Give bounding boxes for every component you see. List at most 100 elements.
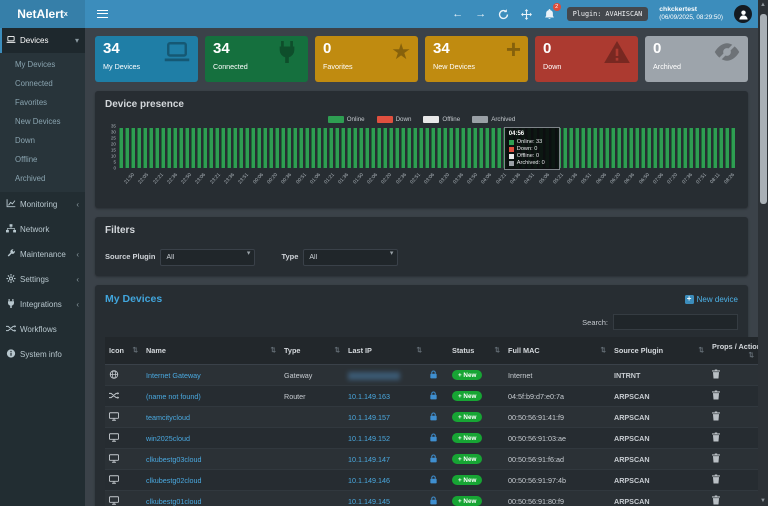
stat-card-new-devices[interactable]: 34 New Devices + — [425, 36, 528, 82]
stat-label: Archived — [653, 61, 681, 71]
source-plugin-select[interactable]: All — [160, 249, 256, 266]
notifications-bell-icon[interactable]: 2 — [544, 3, 561, 20]
device-name-link[interactable]: Internet Gateway — [146, 370, 201, 380]
plugin-status-badge[interactable]: Plugin: AVAHISCAN — [566, 7, 649, 21]
sidebar-item-maintenance[interactable]: Maintenance ‹ — [0, 242, 85, 267]
laptop-icon — [6, 35, 16, 46]
refresh-icon[interactable] — [498, 8, 510, 20]
column-header-status[interactable]: Status ⇅ — [448, 337, 504, 365]
user-info[interactable]: chkckertest (06/09/2025, 08:29:50) — [659, 6, 723, 22]
chart-bar — [263, 128, 267, 168]
sort-icon[interactable]: ⇅ — [270, 347, 276, 354]
column-header-full-mac[interactable]: Full MAC ⇅ — [504, 337, 610, 365]
x-tick: 07:36 — [680, 172, 694, 186]
desktop-icon — [109, 453, 120, 465]
column-header-props-actions[interactable]: Props / Actions⇅ — [708, 337, 758, 365]
vertical-scrollbar[interactable]: ▲ ▼ — [758, 0, 768, 506]
sidebar-item-integrations[interactable]: Integrations ‹ — [0, 292, 85, 317]
delete-device-button[interactable] — [712, 453, 720, 465]
device-name-link[interactable]: (name not found) — [146, 391, 201, 401]
x-tick: 22:05 — [137, 172, 151, 186]
device-name-link[interactable]: teamcitycloud — [146, 412, 190, 422]
column-header-name[interactable]: Name ⇅ — [142, 337, 280, 365]
legend-item-online[interactable]: Online — [327, 116, 365, 123]
stat-card-down[interactable]: 0 Down — [535, 36, 638, 82]
sort-icon[interactable]: ⇅ — [416, 347, 422, 354]
stat-card-connected[interactable]: 34 Connected — [205, 36, 308, 82]
sidebar-item-monitoring[interactable]: Monitoring ‹ — [0, 192, 85, 217]
device-ip-link[interactable]: 10.1.149.147 — [348, 454, 390, 464]
legend-item-archived[interactable]: Archived — [472, 116, 515, 123]
device-ip-link[interactable]: 10.1.149.146 — [348, 475, 390, 485]
sort-icon[interactable]: ⇅ — [132, 347, 138, 354]
device-name-link[interactable]: win2025cloud — [146, 433, 190, 443]
sort-icon[interactable]: ⇅ — [334, 347, 340, 354]
device-mac: 04:5f:b9:d7:e0:7a — [504, 385, 610, 407]
user-avatar[interactable] — [734, 5, 752, 23]
sidebar-subitem-new-devices[interactable]: New Devices — [15, 117, 61, 126]
sidebar-item-network[interactable]: Network — [0, 217, 85, 242]
y-tick: 35 — [110, 123, 116, 129]
sidebar-subitem-my-devices[interactable]: My Devices — [15, 60, 56, 69]
sidebar-item-system-info[interactable]: System info — [0, 342, 85, 367]
delete-device-button[interactable] — [712, 432, 720, 444]
forward-arrow-icon[interactable]: → — [475, 8, 487, 20]
device-ip-link[interactable]: 10.1.149.163 — [348, 391, 390, 401]
lock-icon — [430, 412, 437, 423]
chart-bar — [401, 128, 405, 168]
scrollbar-down-arrow[interactable]: ▼ — [760, 498, 766, 504]
sort-icon[interactable]: ⇅ — [600, 347, 606, 354]
hamburger-icon[interactable] — [97, 10, 108, 18]
column-header-icon[interactable]: Icon ⇅ — [105, 337, 142, 365]
x-tick: 00:20 — [266, 172, 279, 186]
sort-icon[interactable]: ⇅ — [748, 352, 754, 359]
sidebar-subitem-archived[interactable]: Archived — [15, 174, 46, 183]
chart-bar — [323, 128, 327, 168]
search-input[interactable] — [613, 314, 738, 330]
stat-card-my-devices[interactable]: 34 My Devices — [95, 36, 198, 82]
sidebar-subitem-offline[interactable]: Offline — [15, 155, 38, 164]
x-tick: 08:26 — [723, 172, 737, 186]
delete-device-button[interactable] — [712, 495, 720, 506]
new-device-button[interactable]: + New device — [684, 294, 738, 304]
brand-logo[interactable]: NetAlert x — [0, 0, 85, 28]
delete-device-button[interactable] — [712, 411, 720, 423]
presence-chart[interactable]: 0 5 10 15 20 25 30 35 21:50 22:05 22:21 22:36 22:50… — [105, 123, 738, 200]
stat-card-favorites[interactable]: 0 Favorites ★ — [315, 36, 418, 82]
column-header-source-plugin[interactable]: Source Plugin ⇅ — [610, 337, 708, 365]
sidebar-item-settings[interactable]: Settings ‹ — [0, 267, 85, 292]
sidebar-item-devices[interactable]: Devices ▾ — [0, 28, 85, 53]
delete-device-button[interactable] — [712, 390, 720, 402]
back-arrow-icon[interactable]: ← — [452, 8, 464, 20]
move-icon[interactable] — [521, 8, 533, 20]
column-header-last-ip[interactable]: Last IP ⇅ — [344, 337, 426, 365]
stat-card-archived[interactable]: 0 Archived — [645, 36, 748, 82]
column-header-type[interactable]: Type ⇅ — [280, 337, 344, 365]
device-name-link[interactable]: clkubestg01cloud — [146, 496, 202, 506]
scrollbar-thumb[interactable] — [759, 14, 767, 204]
type-select[interactable]: All — [303, 249, 399, 266]
legend-item-offline[interactable]: Offline — [423, 116, 460, 123]
sort-icon[interactable]: ⇅ — [494, 347, 500, 354]
device-ip-link[interactable]: 10.1.149.145 — [348, 496, 390, 506]
sidebar-subitem-connected[interactable]: Connected — [15, 79, 53, 88]
chart-bar — [437, 128, 441, 168]
table-row: teamcitycloud 10.1.149.157 + New 00:50:56:9… — [105, 406, 758, 428]
delete-device-button[interactable] — [712, 474, 720, 486]
device-ip-link[interactable]: 10.1.149.157 — [348, 412, 390, 422]
delete-device-button[interactable] — [712, 369, 720, 381]
chart-bar — [353, 128, 357, 168]
column-label: Props / Actions — [712, 342, 758, 351]
scrollbar-up-arrow[interactable]: ▲ — [760, 2, 766, 8]
sort-icon[interactable]: ⇅ — [698, 347, 704, 354]
sidebar-subitem-favorites[interactable]: Favorites — [15, 98, 48, 107]
device-name-link[interactable]: clkubestg03cloud — [146, 454, 202, 464]
legend-item-down[interactable]: Down — [376, 116, 411, 123]
x-tick: 06:20 — [609, 172, 623, 186]
device-ip-link[interactable]: 10.1.149.152 — [348, 433, 390, 443]
chart-bar — [131, 128, 135, 168]
sidebar-subitem-down[interactable]: Down — [15, 136, 35, 145]
sidebar-item-workflows[interactable]: Workflows — [0, 317, 85, 342]
y-tick: 0 — [113, 165, 116, 171]
device-name-link[interactable]: clkubestg02cloud — [146, 475, 202, 485]
